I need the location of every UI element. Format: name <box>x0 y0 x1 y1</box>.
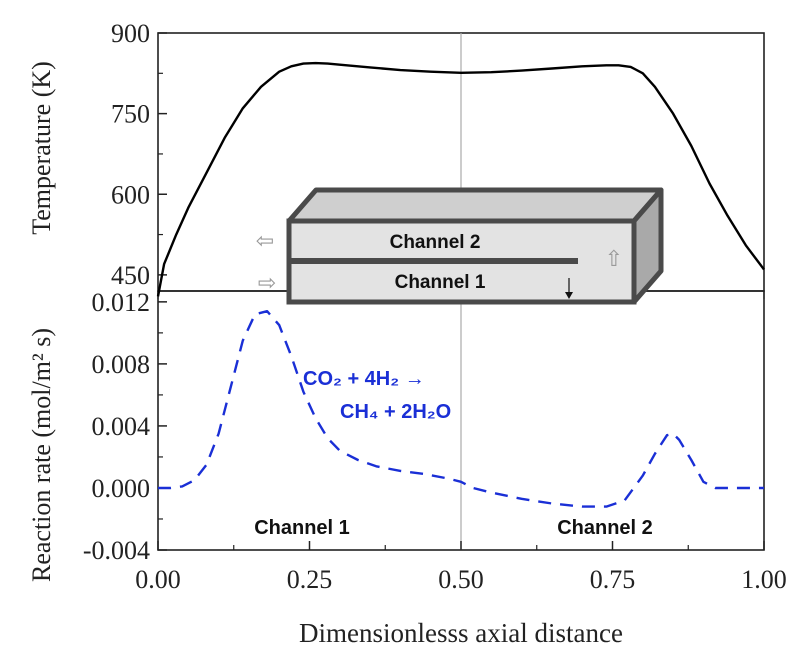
channel-inset-diagram: Channel 2 Channel 1 ⇦ ⇨ ⇧ <box>256 187 664 305</box>
reaction-equation-line2: CH₄ + 2H₂O <box>340 401 451 423</box>
reaction-equation-line1: CO₂ + 4H₂ → <box>303 368 425 390</box>
x-axis-label: Dimensionlesss axial distance <box>299 618 623 648</box>
inset-channel1-label: Channel 1 <box>395 272 486 293</box>
reaction-rate-line <box>158 310 764 508</box>
x-tick-label: 1.00 <box>741 565 787 594</box>
x-tick-label: 0.75 <box>590 565 636 594</box>
top-y-ticks: 450 600 750 900 <box>111 19 167 290</box>
small-down-arrow-icon <box>565 292 573 299</box>
reaction-rate-series <box>158 310 764 508</box>
x-ticks: 0.00 0.25 0.50 0.75 1.00 <box>135 291 787 594</box>
bottom-channel1-label: Channel 1 <box>254 517 350 539</box>
temperature-series <box>156 61 765 297</box>
y-tick-label: 0.008 <box>92 350 151 379</box>
y-tick-label: 450 <box>111 261 150 290</box>
bottom-y-axis-label: Reaction rate (mol/m² s) <box>27 328 56 582</box>
y-tick-label: 0.000 <box>92 474 151 503</box>
temperature-line <box>156 61 765 297</box>
x-tick-label: 0.25 <box>287 565 333 594</box>
y-tick-label: 900 <box>111 19 150 48</box>
inset-box-top-face <box>286 187 664 224</box>
turnaround-arrow-icon: ⇧ <box>605 246 623 271</box>
outlet-arrow-icon: ⇦ <box>256 228 274 253</box>
inset-channel2-label: Channel 2 <box>390 232 481 253</box>
x-tick-label: 0.50 <box>438 565 484 594</box>
y-tick-label: 0.012 <box>92 288 151 317</box>
y-tick-label: 750 <box>111 100 150 129</box>
inlet-arrow-icon: ⇨ <box>258 270 276 295</box>
y-tick-label: -0.004 <box>83 536 150 565</box>
x-tick-label: 0.00 <box>135 565 181 594</box>
top-y-axis-label: Temperature (K) <box>27 61 56 235</box>
bottom-y-ticks: -0.004 0.000 0.004 0.008 0.012 <box>83 288 167 565</box>
bottom-channel2-label: Channel 2 <box>557 517 653 539</box>
y-tick-label: 600 <box>111 180 150 209</box>
y-tick-label: 0.004 <box>92 412 151 441</box>
